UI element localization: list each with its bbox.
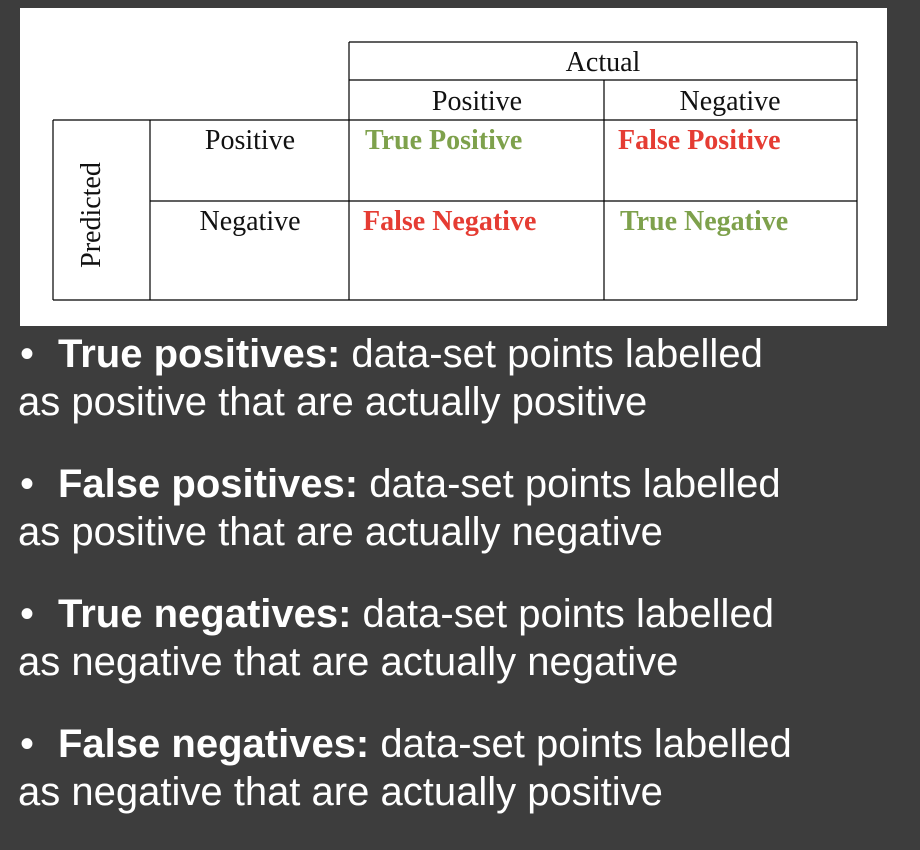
bullet-line: as positive that are actually negative	[18, 510, 663, 554]
list-item: • True positives: data-set points labelle…	[18, 330, 918, 426]
actual-positive-header: Positive	[432, 86, 522, 117]
bullet-term: False positives:	[58, 462, 359, 506]
confusion-matrix-panel: Actual Positive Negative Predicted Posit…	[20, 8, 887, 326]
predicted-positive-label: Positive	[205, 125, 295, 156]
bullet-term: True positives:	[58, 332, 341, 376]
bullet-point: •	[20, 722, 35, 766]
bullet-term: False negatives:	[58, 722, 370, 766]
actual-negative-header: Negative	[679, 86, 780, 117]
bullet-text: data-set points labelled	[351, 592, 774, 636]
confusion-matrix: Actual Positive Negative Predicted Posit…	[52, 41, 858, 301]
bullet-point: •	[20, 332, 35, 376]
predicted-negative-label: Negative	[199, 206, 300, 237]
list-item: • False positives: data-set points labell…	[18, 460, 918, 556]
true-negative-cell: True Negative	[620, 206, 788, 237]
bullet-line: • True negatives: data-set points labelle…	[18, 590, 918, 638]
true-positive-cell: True Positive	[365, 125, 522, 156]
bullet-point: •	[20, 462, 35, 506]
bullet-line: • False negatives: data-set points labell…	[18, 720, 918, 768]
bullet-point: •	[20, 592, 35, 636]
predicted-header: Predicted	[76, 162, 107, 268]
list-item: • True negatives: data-set points labelle…	[18, 590, 918, 686]
actual-header: Actual	[566, 47, 641, 78]
bullet-text: data-set points labelled	[369, 722, 792, 766]
bullet-line: • False positives: data-set points labell…	[18, 460, 918, 508]
bullet-line: as negative that are actually positive	[18, 770, 663, 814]
bullet-line: • True positives: data-set points labelle…	[18, 330, 918, 378]
matrix-grid	[52, 41, 858, 301]
bullet-line: as negative that are actually negative	[18, 640, 679, 684]
bullet-text: data-set points labelled	[340, 332, 763, 376]
bullet-line: as positive that are actually positive	[18, 380, 648, 424]
bullet-text: data-set points labelled	[358, 462, 781, 506]
list-item: • False negatives: data-set points labell…	[18, 720, 918, 816]
definitions-list: • True positives: data-set points labelle…	[18, 330, 918, 850]
bullet-term: True negatives:	[58, 592, 352, 636]
false-negative-cell: False Negative	[363, 206, 536, 237]
false-positive-cell: False Positive	[618, 125, 781, 156]
